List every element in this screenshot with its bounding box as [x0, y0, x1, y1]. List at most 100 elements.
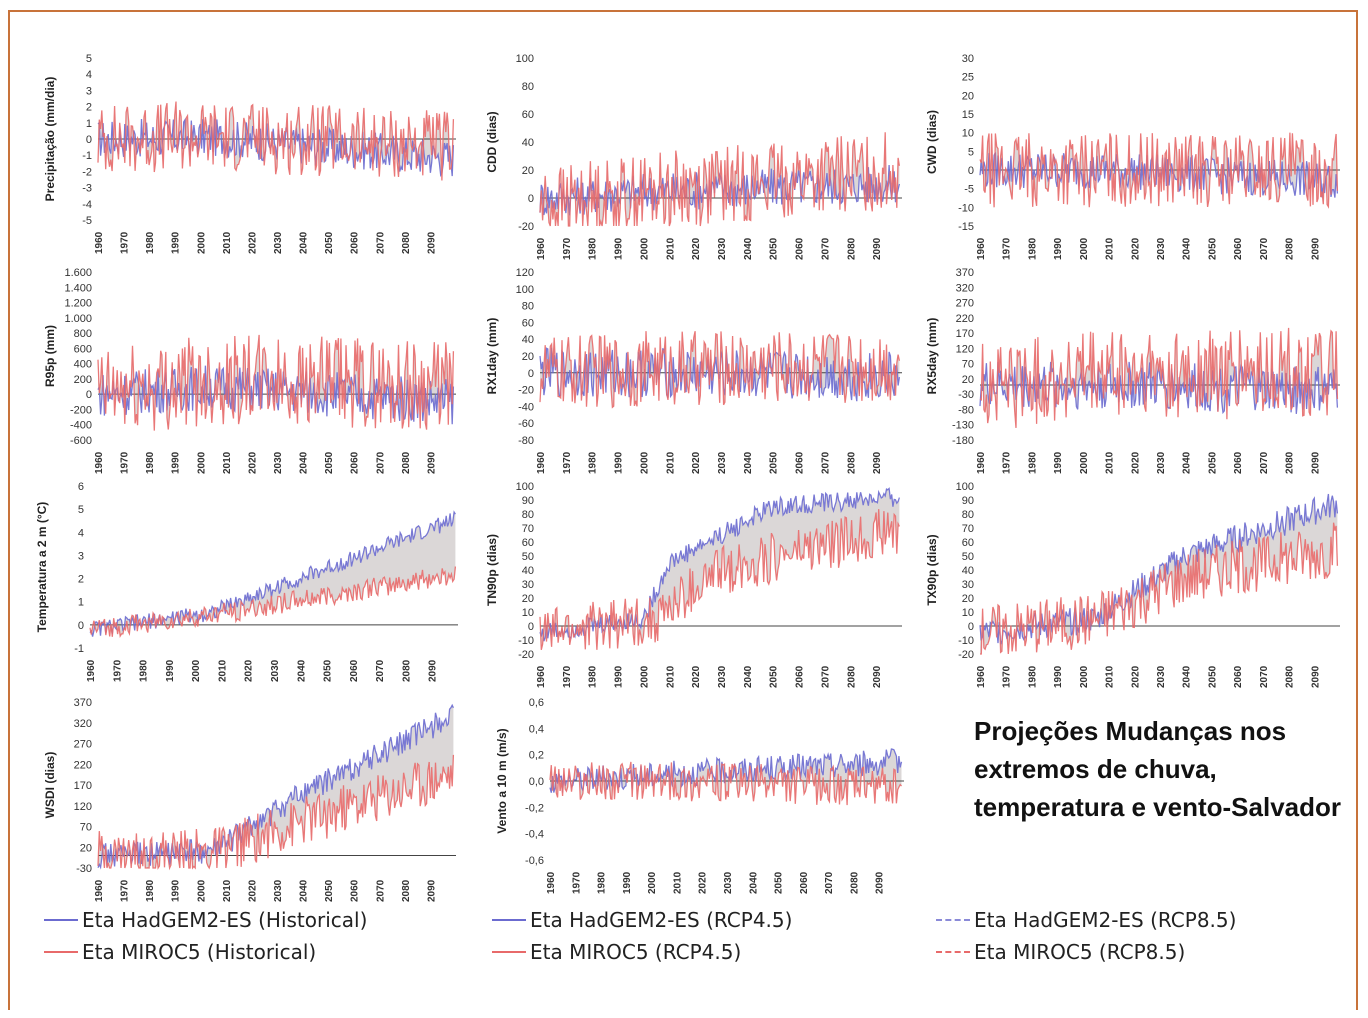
y-tick-label: -20: [518, 221, 534, 233]
x-tick-label: 2090: [426, 451, 437, 474]
x-tick-label: 2040: [748, 871, 759, 894]
y-tick-label: 1: [78, 597, 84, 609]
x-tick-label: 2020: [1130, 665, 1141, 688]
y-tick-label: 200: [74, 374, 92, 386]
x-tick-label: 2060: [1233, 237, 1244, 260]
y-tick-label: 0: [528, 193, 534, 205]
x-tick-label: 2050: [323, 659, 334, 682]
x-tick-label: 2080: [846, 237, 857, 260]
x-tick-label: 1990: [1053, 237, 1064, 260]
x-tick-label: 1990: [614, 451, 625, 474]
y-tick-label: -2: [82, 166, 92, 178]
x-tick-label: 1960: [976, 451, 987, 474]
x-tick-label: 2070: [820, 665, 831, 688]
x-tick-label: 1970: [562, 451, 573, 474]
series-line-miroc: [97, 334, 455, 431]
y-tick-label: -1: [82, 150, 92, 162]
x-tick-label: 2020: [691, 237, 702, 260]
y-tick-label: 370: [74, 697, 92, 709]
y-tick-label: -30: [76, 863, 92, 875]
y-tick-label: 400: [74, 359, 92, 371]
y-tick-label: 70: [962, 359, 974, 371]
x-tick-label: 2050: [1207, 665, 1218, 688]
x-tick-label: 2030: [273, 451, 284, 474]
y-tick-label: 6: [78, 481, 84, 493]
y-tick-label: 0: [86, 134, 92, 146]
y-tick-label: 2: [86, 102, 92, 114]
x-tick-label: 2040: [743, 451, 754, 474]
x-tick-label: 2010: [665, 237, 676, 260]
x-tick-label: 2030: [717, 665, 728, 688]
y-tick-label: -80: [958, 404, 974, 416]
y-tick-label: 2: [78, 574, 84, 586]
y-axis-label: R95p (mm): [43, 325, 57, 387]
y-tick-label: 15: [962, 109, 974, 121]
x-tick-label: 1970: [562, 665, 573, 688]
y-tick-label: -600: [70, 435, 92, 447]
x-tick-label: 2030: [717, 451, 728, 474]
x-tick-label: 2070: [375, 451, 386, 474]
x-tick-label: 2010: [222, 879, 233, 902]
legend-item: Eta HadGEM2-ES (RCP8.5): [936, 906, 1236, 934]
x-tick-label: 2090: [428, 659, 439, 682]
x-tick-label: 2020: [247, 879, 258, 902]
chart-panel-2: 100 80 60 40 20 0 -20 CDD (dias) 1960 1970 1980 199…: [470, 50, 912, 266]
x-tick-label: 2070: [1259, 237, 1270, 260]
y-tick-label: 100: [516, 481, 534, 493]
y-tick-label: -5: [964, 184, 974, 196]
x-tick-label: 2020: [247, 231, 258, 254]
y-tick-label: -0,2: [525, 802, 544, 814]
chart-panel-8: 100 90 80 70 60 50 40 30 20 10 0 -10 -20 TN90p (dias)…: [470, 478, 912, 694]
y-tick-label: -4: [82, 199, 92, 211]
x-tick-label: 2070: [820, 451, 831, 474]
y-tick-label: 120: [74, 801, 92, 813]
x-tick-label: 2050: [774, 871, 785, 894]
x-tick-label: 1980: [1027, 665, 1038, 688]
x-tick-label: 1990: [614, 665, 625, 688]
y-axis-label: RX1day (mm): [485, 318, 499, 395]
x-tick-label: 2070: [375, 879, 386, 902]
x-tick-label: 2000: [196, 451, 207, 474]
x-tick-label: 2050: [324, 879, 335, 902]
chart-panel-7: 6 5 4 3 2 1 0 -1 Temperatura a 2 m (°C) 1960 1970 1…: [20, 478, 468, 688]
x-tick-label: 1990: [171, 879, 182, 902]
y-tick-label: -20: [518, 649, 534, 661]
y-tick-label: 25: [962, 72, 974, 84]
y-tick-label: -1: [74, 643, 84, 655]
y-tick-label: 100: [956, 481, 974, 493]
y-tick-label: -15: [958, 221, 974, 233]
y-tick-label: -200: [70, 404, 92, 416]
x-tick-label: 1960: [536, 665, 547, 688]
legend-label: Eta MIROC5 (RCP8.5): [974, 940, 1186, 964]
series-line-hadgem: [539, 487, 901, 642]
x-tick-label: 2000: [196, 879, 207, 902]
x-tick-label: 2050: [769, 665, 780, 688]
y-tick-label: 1.400: [64, 282, 92, 294]
x-tick-label: 1990: [1053, 451, 1064, 474]
x-tick-label: 2090: [872, 451, 883, 474]
y-tick-label: 0,6: [529, 697, 544, 709]
x-tick-label: 2000: [196, 231, 207, 254]
x-tick-label: 2070: [820, 237, 831, 260]
x-tick-label: 2090: [875, 871, 886, 894]
x-tick-label: 2080: [849, 871, 860, 894]
series-line-miroc: [979, 327, 1339, 428]
x-tick-label: 2000: [647, 871, 658, 894]
y-tick-label: -3: [82, 183, 92, 195]
y-tick-label: 80: [522, 81, 534, 93]
x-tick-label: 2010: [672, 871, 683, 894]
x-tick-label: 2010: [665, 665, 676, 688]
y-tick-label: 3: [78, 550, 84, 562]
y-tick-label: 90: [522, 495, 534, 507]
y-tick-label: -20: [518, 385, 534, 397]
x-tick-label: 2010: [222, 451, 233, 474]
x-tick-label: 2000: [639, 665, 650, 688]
series-line-hadgem: [97, 703, 454, 870]
x-tick-label: 2060: [795, 665, 806, 688]
y-axis-label: RX5day (mm): [925, 318, 939, 395]
y-tick-label: 60: [962, 537, 974, 549]
x-tick-label: 1960: [536, 237, 547, 260]
x-tick-label: 2050: [1207, 237, 1218, 260]
x-tick-label: 1980: [588, 665, 599, 688]
y-tick-label: 70: [962, 523, 974, 535]
